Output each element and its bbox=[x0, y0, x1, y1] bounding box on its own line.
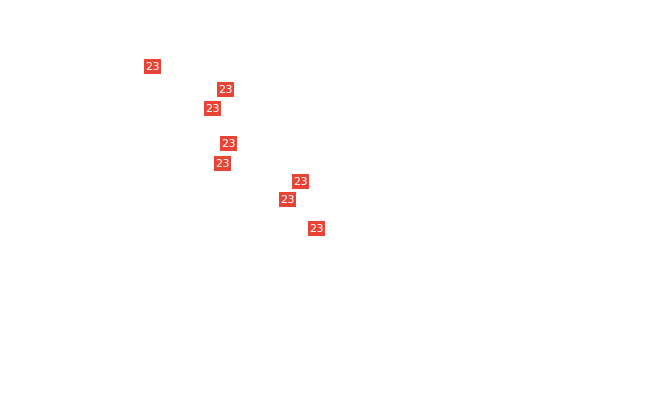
marker-badge[interactable]: 23 bbox=[214, 156, 231, 171]
marker-badge[interactable]: 23 bbox=[204, 101, 221, 116]
marker-badge[interactable]: 23 bbox=[308, 221, 325, 236]
marker-badge[interactable]: 23 bbox=[220, 136, 237, 151]
marker-badge[interactable]: 23 bbox=[144, 59, 161, 74]
marker-badge[interactable]: 23 bbox=[292, 174, 309, 189]
marker-badge[interactable]: 23 bbox=[279, 192, 296, 207]
marker-badge[interactable]: 23 bbox=[217, 82, 234, 97]
